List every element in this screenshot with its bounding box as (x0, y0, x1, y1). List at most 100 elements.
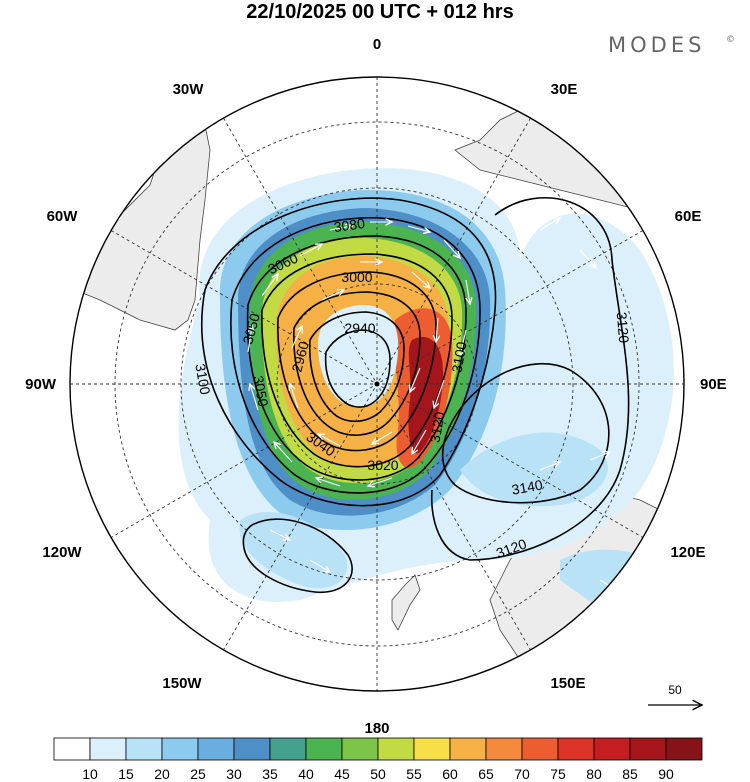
wind-arrow (436, 317, 438, 342)
wind-arrow (309, 559, 330, 572)
lon-label-30e: 30E (551, 81, 578, 98)
colorbar-box (485, 737, 523, 761)
contour-label: 3100 (192, 362, 213, 396)
colorbar-box (341, 737, 379, 761)
reference-vector: 50 (648, 683, 702, 705)
lon-label-60e: 60E (675, 208, 702, 225)
wind-arrow (261, 274, 278, 297)
colorbar-label: 45 (334, 766, 350, 782)
colorbar-box (593, 737, 631, 761)
wind-arrow (411, 271, 430, 288)
contour-label: 3000 (341, 269, 372, 285)
wind-arrow (274, 442, 293, 463)
wind-arrow (434, 379, 445, 408)
wind-arrow (321, 290, 344, 301)
lon-label-60w: 60W (47, 208, 79, 225)
map-title: 22/10/2025 00 UTC + 012 hrs (246, 1, 513, 23)
new-zealand-land (391, 574, 421, 631)
contour-2960 (308, 311, 405, 423)
colorbar-label: 60 (442, 766, 458, 782)
colorbar-boxes (53, 737, 703, 761)
colorbar-box (413, 737, 451, 761)
contour-label: 2960 (288, 339, 312, 373)
colorbar-label: 75 (550, 766, 566, 782)
lon-label-120e: 120E (670, 544, 705, 561)
colorbar-label: 80 (586, 766, 602, 782)
lon-label-150e: 150E (550, 675, 585, 692)
colorbar-box (125, 737, 163, 761)
lon-label-120w: 120W (42, 544, 82, 561)
wind-arrow (316, 478, 341, 487)
colorbar-box (377, 737, 415, 761)
wind-arrow (269, 529, 290, 540)
contour-2940 (324, 329, 391, 408)
colorbar-box (89, 737, 127, 761)
colorbar-box (305, 737, 343, 761)
lon-label-180: 180 (364, 720, 389, 737)
colorbar-label: 40 (298, 766, 314, 782)
wind-arrow (539, 218, 560, 231)
map-border (69, 76, 685, 692)
contour-3080 (230, 216, 481, 494)
contour-3100 (201, 197, 497, 507)
contour-3140-east (441, 362, 610, 504)
reference-vector-label: 50 (668, 683, 682, 697)
south-pole-marker (374, 381, 380, 387)
wind-arrow (412, 429, 427, 454)
colorbar-box (269, 737, 307, 761)
contour-label: 2940 (344, 320, 375, 336)
colorbar-label: 20 (154, 766, 170, 782)
colorbar-label: 65 (478, 766, 494, 782)
longitude-labels: 0 30E 60E 90E 120E 150E 180 150W 120W 90… (25, 36, 727, 737)
colorbar-label: 85 (622, 766, 638, 782)
colorbar-label: 70 (514, 766, 530, 782)
contour-3060 (246, 235, 467, 481)
wind-arrow (579, 249, 596, 268)
brand-copyright-mark: © (726, 35, 735, 45)
colorbar-box (557, 737, 595, 761)
lon-label-150w: 150W (162, 675, 202, 692)
contour-3120-south (430, 197, 630, 561)
colorbar-label: 25 (190, 766, 206, 782)
contour-label: 3120 (614, 311, 633, 344)
south-america-land (70, 89, 211, 331)
wind-arrow (407, 225, 430, 232)
contour-label: 3100 (448, 340, 469, 374)
colorbar-box (521, 737, 559, 761)
colorbar-label: 30 (226, 766, 242, 782)
wind-arrow (460, 329, 467, 356)
wind-arrow (539, 462, 560, 471)
colorbar-label: 15 (118, 766, 134, 782)
contour-3020 (277, 271, 437, 452)
colorbar-label: 35 (262, 766, 278, 782)
wind-arrow (250, 384, 259, 411)
lon-label-30w: 30W (173, 81, 205, 98)
lon-label-0: 0 (373, 36, 381, 53)
colorbar-box (233, 737, 271, 761)
map-disc: 3080 3060 3000 3050 2940 2960 3100 3050 … (70, 77, 684, 691)
wind-arrow (318, 434, 341, 447)
wind-arrow (368, 477, 393, 486)
colorbar: 10 15 20 25 30 35 40 45 50 55 60 65 70 75 80 85 90 (53, 737, 703, 782)
east-jet-streak (460, 432, 608, 507)
wind-arrow (443, 239, 460, 258)
contour-label: 3020 (367, 457, 398, 473)
wind-arrow (291, 326, 302, 349)
colorbar-box (629, 737, 667, 761)
colorbar-labels: 10 15 20 25 30 35 40 45 50 55 60 65 70 75 80 85 90 (82, 766, 674, 782)
contour-label: 3080 (333, 215, 366, 235)
brand-logo: MODES (608, 33, 705, 57)
colorbar-label: 50 (370, 766, 386, 782)
wind-arrow (589, 452, 610, 461)
wind-arrow (290, 384, 299, 409)
colorbar-box (449, 737, 487, 761)
height-contours (201, 197, 630, 593)
wind-arrow (372, 431, 393, 444)
colorbar-box (197, 737, 235, 761)
contour-3000 (293, 291, 421, 436)
colorbar-box (161, 737, 199, 761)
lon-label-90e: 90E (700, 376, 727, 393)
colorbar-box (665, 737, 703, 761)
colorbar-box (53, 737, 91, 761)
